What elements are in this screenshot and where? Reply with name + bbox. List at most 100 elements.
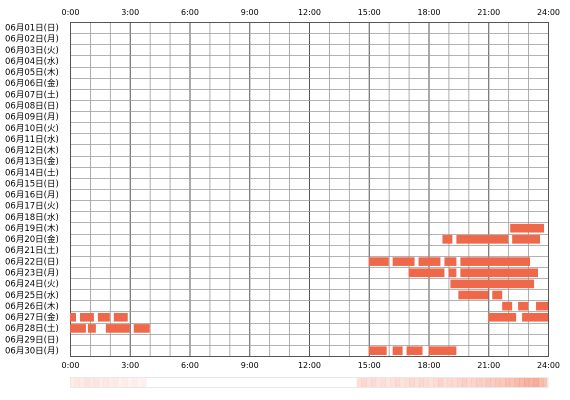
activity-segment xyxy=(518,301,529,311)
row-label: 06月30日(月) xyxy=(5,346,59,356)
summary-segment xyxy=(538,377,544,388)
row-label: 06月02日(月) xyxy=(5,35,59,45)
x-tick-label-top: 24:00 xyxy=(537,8,560,17)
row-label: 06月11日(水) xyxy=(5,134,59,145)
row-label: 06月09日(月) xyxy=(5,113,59,123)
summary-segment xyxy=(84,377,90,388)
summary-segment xyxy=(490,377,496,388)
summary-segment xyxy=(98,377,104,388)
row-label: 06月13日(金) xyxy=(5,156,59,167)
summary-segment xyxy=(418,377,425,388)
summary-segment xyxy=(442,377,448,388)
activity-segment xyxy=(512,235,541,244)
x-tick-label-bottom: 24:00 xyxy=(537,361,560,370)
row-label: 06月21日(土) xyxy=(5,245,59,256)
summary-segment xyxy=(414,377,420,388)
activity-segment xyxy=(444,257,457,266)
activity-segment xyxy=(70,324,86,333)
activity-segment xyxy=(522,312,548,322)
summary-segment xyxy=(117,377,123,388)
x-tick-label-top: 12:00 xyxy=(298,8,321,17)
x-tick-label-top: 15:00 xyxy=(358,8,381,17)
x-tick-label-bottom: 15:00 xyxy=(358,361,381,370)
x-tick-label-bottom: 18:00 xyxy=(417,361,440,370)
row-label: 06月29日(日) xyxy=(5,335,59,345)
row-label: 06月26日(木) xyxy=(5,301,59,312)
activity-segment xyxy=(450,279,535,289)
activity-segment xyxy=(458,290,489,300)
summary-segment xyxy=(122,377,128,388)
row-label: 06月25日(水) xyxy=(5,290,59,301)
row-label: 06月22日(日) xyxy=(5,257,59,267)
summary-segment xyxy=(447,377,453,388)
summary-segment xyxy=(127,377,133,388)
row-label: 06月14日(土) xyxy=(5,167,59,178)
row-label: 06月28日(土) xyxy=(5,323,59,334)
activity-segment xyxy=(460,268,539,278)
summary-segment xyxy=(70,377,76,388)
activity-segment xyxy=(460,257,531,266)
summary-segment xyxy=(457,377,463,388)
activity-segment xyxy=(70,312,76,322)
activity-segment xyxy=(79,312,94,322)
activity-segment xyxy=(418,257,441,266)
x-tick-label-top: 21:00 xyxy=(477,8,500,17)
activity-segment xyxy=(428,346,457,355)
row-label: 06月04日(水) xyxy=(5,56,59,67)
x-tick-label-top: 3:00 xyxy=(121,8,139,17)
summary-segment xyxy=(476,377,482,388)
summary-segment xyxy=(399,377,405,388)
activity-segment xyxy=(392,257,415,266)
row-label: 06月23日(月) xyxy=(5,269,59,279)
summary-segment xyxy=(466,377,472,388)
summary-segment xyxy=(380,377,386,388)
row-label: 06月27日(金) xyxy=(5,312,59,323)
row-label: 06月08日(日) xyxy=(5,102,59,112)
x-tick-label-top: 9:00 xyxy=(241,8,259,17)
summary-segment xyxy=(375,377,381,388)
summary-segment xyxy=(471,377,477,388)
summary-bar-frame xyxy=(70,377,548,388)
summary-segment xyxy=(509,377,515,388)
x-tick-label-bottom: 12:00 xyxy=(298,361,321,370)
summary-segment xyxy=(524,377,530,388)
activity-segment xyxy=(502,301,513,311)
summary-segment xyxy=(103,377,109,388)
row-label: 06月05日(木) xyxy=(5,67,59,78)
row-label: 06月03日(火) xyxy=(5,46,59,56)
activity-segment xyxy=(408,268,445,278)
summary-segment xyxy=(461,377,468,388)
summary-segment xyxy=(481,377,487,388)
row-label: 06月10日(火) xyxy=(5,124,59,134)
summary-segment xyxy=(543,377,549,388)
summary-segment xyxy=(428,377,434,388)
row-label: 06月07日(土) xyxy=(5,89,59,100)
activity-segment xyxy=(448,268,457,278)
summary-segment xyxy=(132,377,138,388)
row-label: 06月18日(水) xyxy=(5,212,59,223)
axis-labels: 06月01日(日)06月02日(月)06月03日(火)06月04日(水)06月0… xyxy=(5,8,560,370)
summary-segment xyxy=(141,377,147,388)
x-tick-label-bottom: 21:00 xyxy=(477,361,500,370)
summary-segment xyxy=(93,377,99,388)
plot-frame xyxy=(70,22,549,357)
row-label: 06月01日(日) xyxy=(5,24,59,34)
row-label: 06月20日(金) xyxy=(5,234,59,245)
summary-segment xyxy=(113,377,119,388)
summary-segment xyxy=(504,377,511,388)
summary-segment xyxy=(528,377,534,388)
summary-segment xyxy=(385,377,391,388)
activity-segment xyxy=(105,324,130,333)
summary-segment xyxy=(356,377,362,388)
summary-segment xyxy=(136,377,142,388)
x-tick-label-top: 18:00 xyxy=(417,8,440,17)
row-label: 06月12日(木) xyxy=(5,145,59,156)
summary-segment xyxy=(89,377,95,388)
summary-bar xyxy=(70,377,549,388)
summary-bar-background xyxy=(70,377,548,388)
x-tick-label-top: 6:00 xyxy=(181,8,199,17)
x-tick-label-top: 0:00 xyxy=(62,8,80,17)
row-label: 06月16日(月) xyxy=(5,191,59,201)
